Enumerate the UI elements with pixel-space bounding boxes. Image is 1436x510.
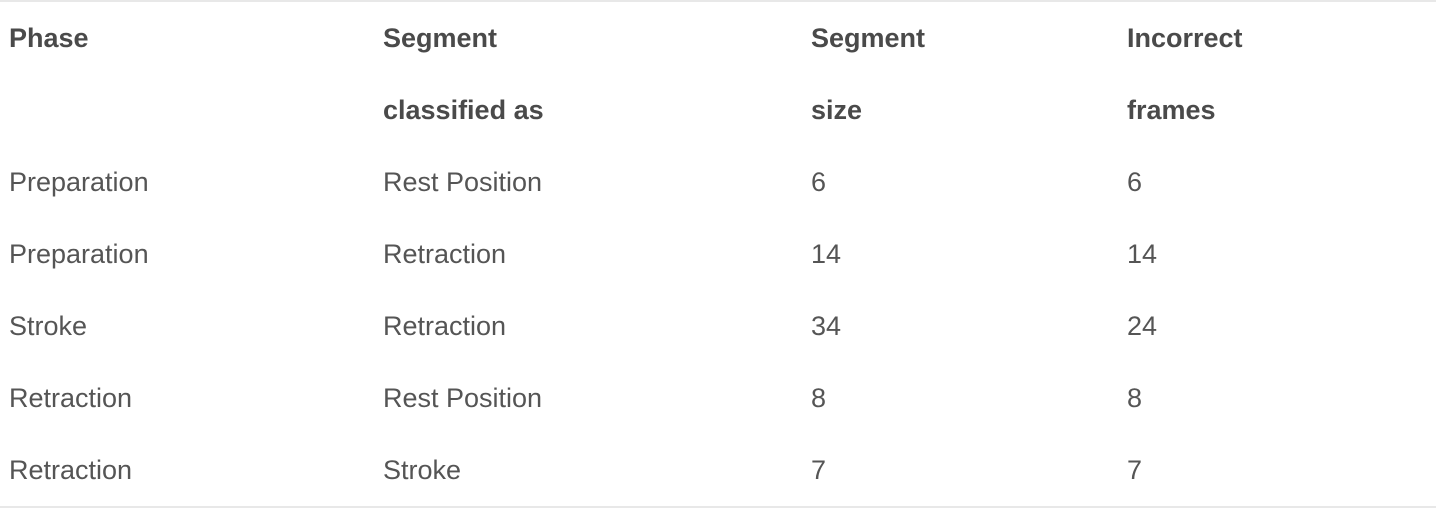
cell-phase: Retraction [9, 455, 133, 485]
cell-incorrect-frames: 6 [1127, 167, 1143, 197]
cell-classified-as: Stroke [383, 455, 462, 485]
header-phase-cont [0, 74, 374, 146]
cell-incorrect-frames: 8 [1127, 383, 1143, 413]
cell-phase: Retraction [9, 383, 133, 413]
header-incorrect-frames: Incorrect [1127, 23, 1243, 53]
cell-phase: Preparation [9, 167, 149, 197]
cell-classified-as: Rest Position [383, 167, 543, 197]
header-segment-size-cont: size [811, 95, 863, 125]
header-segment-classified-cont: classified as [383, 95, 544, 125]
table-row: Retraction Rest Position 8 8 [0, 362, 1436, 434]
cell-phase: Preparation [9, 239, 149, 269]
header-segment-size: Segment [811, 23, 926, 53]
cell-segment-size: 14 [811, 239, 842, 269]
cell-segment-size: 8 [811, 383, 827, 413]
table-bottom-rule [0, 506, 1436, 508]
cell-classified-as: Retraction [383, 239, 507, 269]
cell-incorrect-frames: 24 [1127, 311, 1158, 341]
table-row: Preparation Rest Position 6 6 [0, 146, 1436, 218]
table-row: Preparation Retraction 14 14 [0, 218, 1436, 290]
table-row: Retraction Stroke 7 7 [0, 434, 1436, 506]
cell-incorrect-frames: 7 [1127, 455, 1143, 485]
cell-segment-size: 34 [811, 311, 842, 341]
table-top-rule [0, 0, 1436, 2]
header-row-continued: classified as size frames [0, 74, 1436, 146]
cell-segment-size: 6 [811, 167, 827, 197]
cell-segment-size: 7 [811, 455, 827, 485]
header-phase: Phase [9, 23, 89, 53]
header-row: Phase Segment Segment Incorrect [0, 2, 1436, 74]
cell-classified-as: Retraction [383, 311, 507, 341]
header-segment-classified: Segment [383, 23, 498, 53]
cell-phase: Stroke [9, 311, 88, 341]
table-row: Stroke Retraction 34 24 [0, 290, 1436, 362]
cell-classified-as: Rest Position [383, 383, 543, 413]
header-incorrect-frames-cont: frames [1127, 95, 1216, 125]
cell-incorrect-frames: 14 [1127, 239, 1158, 269]
